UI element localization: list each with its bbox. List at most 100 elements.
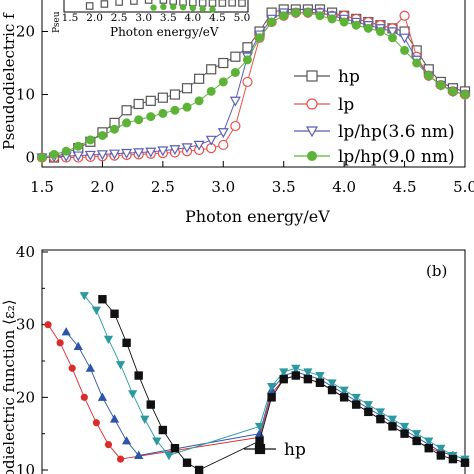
data-point (303, 368, 313, 377)
series-line (53, 8, 466, 159)
data-point (303, 374, 313, 384)
data-point (217, 128, 229, 139)
data-point (291, 8, 301, 18)
legend-a-label: lp/hp(3.6 nm) (338, 122, 455, 142)
data-point (206, 64, 217, 75)
data-point (364, 407, 373, 417)
inset-xtick-label: 2.0 (86, 12, 103, 24)
data-point (49, 149, 59, 159)
inset-data-point (189, 4, 197, 12)
data-point (254, 422, 265, 432)
data-point (315, 11, 325, 21)
inset-series (85, 0, 246, 13)
panel-b-series-group (79, 292, 470, 464)
data-point (376, 414, 385, 424)
inset-xtick-label: 4.5 (209, 12, 226, 24)
data-point (68, 364, 76, 372)
legend-marker (306, 70, 318, 82)
data-point (84, 150, 96, 161)
data-point (146, 112, 156, 122)
legend-a: hp lp lp/hp(3.6 nm) lp/hp(9.0 nm) (294, 67, 455, 167)
data-point (194, 96, 204, 106)
data-point (352, 400, 361, 409)
legend-marker (306, 98, 318, 110)
legend-a-entry: lp/hp(3.6 nm) (294, 122, 455, 142)
data-point (97, 392, 108, 401)
panel-a-xtick-label: 5.0 (453, 178, 474, 196)
data-point (303, 8, 313, 18)
data-point (436, 451, 446, 460)
data-point (412, 430, 422, 439)
panel-b-ylabel: odielectric function ⟨ε₂⟩ (0, 299, 18, 474)
data-point (412, 58, 422, 68)
data-point (363, 401, 373, 410)
panel-a-xtick-label: 4.5 (393, 178, 417, 196)
panel-a-xtick-label: 1.5 (30, 178, 54, 196)
legend-marker (307, 151, 317, 161)
inset-xtick-label: 4.0 (185, 12, 202, 24)
panel-a-frame (41, 0, 466, 168)
data-point (85, 363, 95, 372)
data-point (230, 120, 241, 132)
legend-a-label: lp (338, 95, 354, 115)
data-point (229, 96, 241, 107)
legend-a-label: lp/hp(9.0 nm) (338, 147, 455, 167)
data-point (146, 400, 155, 409)
data-point (412, 436, 421, 446)
inset-data-point (209, 6, 216, 13)
data-point (115, 361, 126, 370)
legend-a-entry: lp (294, 95, 354, 115)
data-point (279, 11, 289, 21)
data-point (436, 444, 446, 454)
data-point (327, 385, 337, 395)
data-point (110, 124, 120, 134)
legend-b-label: hp (284, 440, 306, 460)
data-point (375, 27, 385, 37)
panel-b-ytick-label: 40 (16, 243, 35, 261)
legend-marker (305, 126, 319, 138)
data-point (121, 148, 133, 159)
data-point (460, 458, 470, 467)
inset-data-point (208, 0, 217, 7)
data-point (242, 55, 252, 65)
legend-marker (254, 443, 266, 455)
data-point (72, 151, 84, 162)
data-point (158, 108, 168, 118)
data-point (351, 20, 361, 30)
data-point (448, 86, 458, 96)
data-point (182, 458, 192, 467)
data-point (218, 57, 229, 69)
data-point (279, 368, 289, 377)
data-point (218, 77, 228, 87)
data-point (291, 364, 301, 374)
data-point (363, 23, 373, 33)
panel-a-xlabel: Photon energy/eV (185, 207, 330, 226)
data-point (436, 80, 446, 90)
inset-data-point (189, 0, 197, 7)
data-point (267, 17, 277, 27)
data-point (170, 105, 180, 115)
data-point (145, 95, 156, 106)
data-point (255, 33, 265, 43)
data-point (193, 140, 205, 151)
inset-plot: 1.5 2.0 2.5 3.0 3.5 4.0 4.5 5.0 Photon energy/e… (52, 0, 250, 39)
data-point (386, 27, 399, 38)
inset-data-point (159, 0, 168, 4)
data-point (116, 455, 125, 463)
data-point (182, 102, 192, 112)
data-point (387, 415, 398, 424)
data-point (157, 146, 169, 157)
data-point (291, 371, 301, 380)
panel-b-label: (b) (426, 262, 447, 280)
data-point (108, 149, 121, 160)
data-point (400, 429, 409, 438)
data-point (56, 339, 64, 347)
inset-xtick-label: 1.5 (62, 12, 79, 24)
data-point (133, 98, 144, 110)
data-point (351, 393, 361, 403)
data-point (134, 115, 144, 125)
data-point (37, 153, 47, 163)
data-point (327, 14, 337, 24)
data-point (181, 143, 193, 154)
